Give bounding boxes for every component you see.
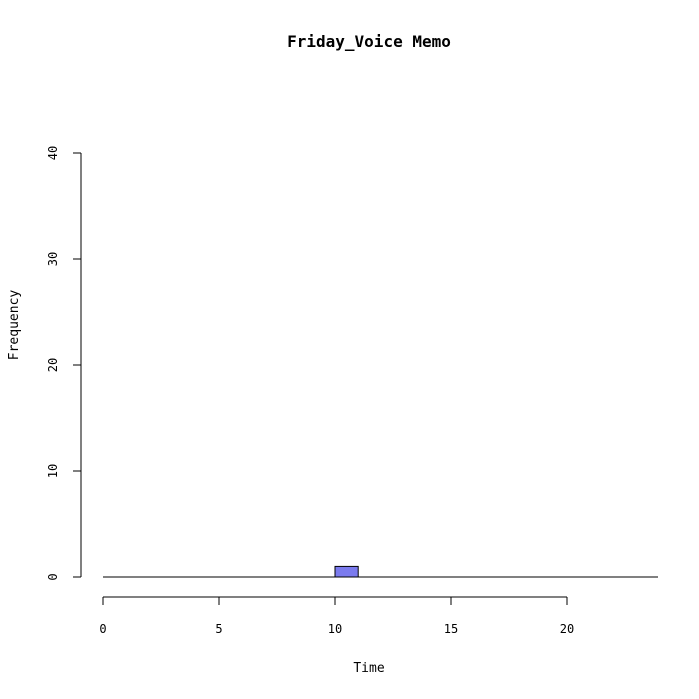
histogram-bar	[334, 565, 359, 578]
x-tick-label: 10	[328, 622, 342, 636]
x-tick-label: 20	[560, 622, 574, 636]
y-tick-label: 10	[46, 464, 60, 478]
x-tick-label: 0	[99, 622, 106, 636]
y-axis: 0 10 20 30 40	[46, 146, 82, 581]
bars-group	[334, 565, 359, 578]
x-axis: 0 5 10 15 20	[99, 596, 574, 636]
y-tick-label: 40	[46, 146, 60, 160]
y-tick-label: 30	[46, 252, 60, 266]
y-tick-label: 0	[46, 573, 60, 580]
chart-title: Friday_Voice Memo	[287, 32, 451, 51]
x-tick-label: 5	[215, 622, 222, 636]
y-axis-label: Frequency	[7, 290, 22, 361]
x-axis-label: Time	[353, 661, 384, 676]
y-tick-label: 20	[46, 358, 60, 372]
x-tick-label: 15	[444, 622, 458, 636]
